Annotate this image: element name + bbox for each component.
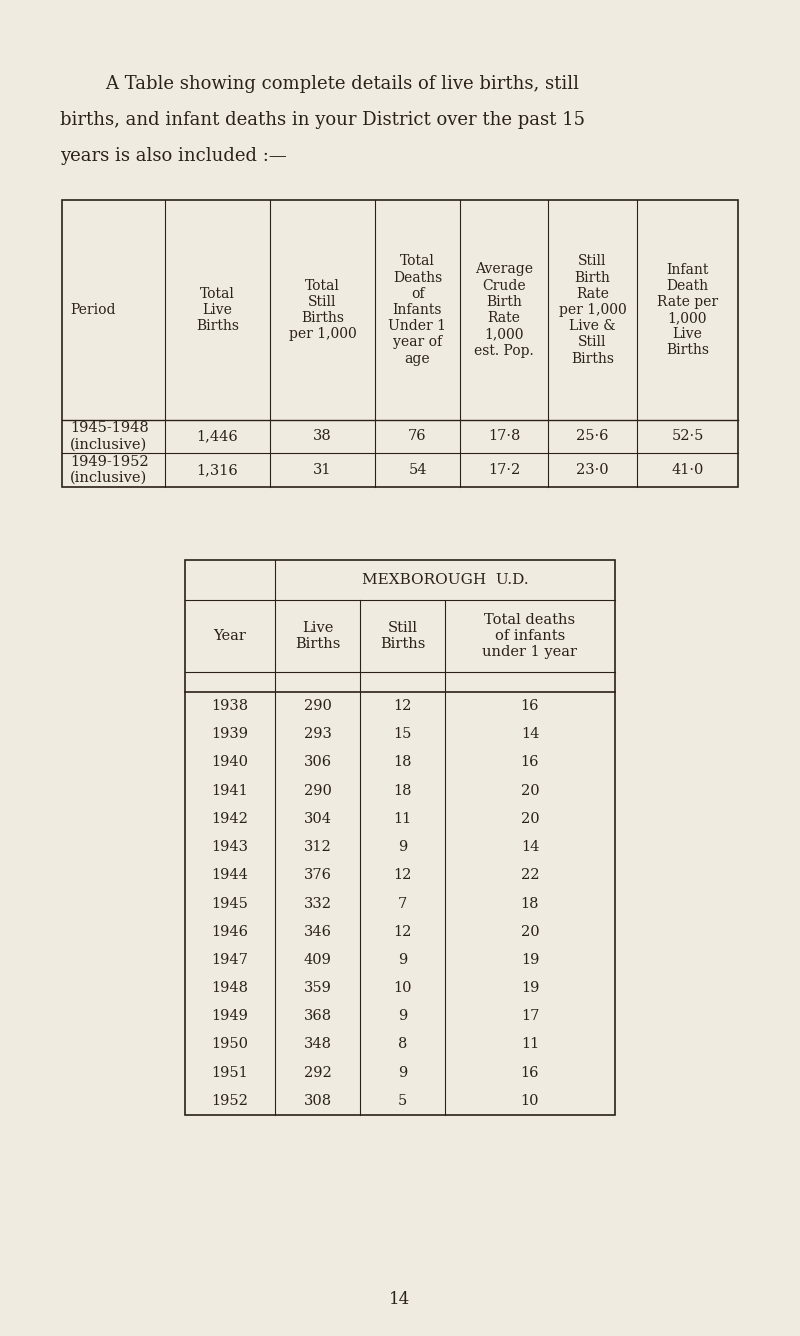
Text: 41·0: 41·0 <box>671 464 704 477</box>
Text: 348: 348 <box>303 1038 331 1051</box>
Text: 308: 308 <box>303 1094 331 1108</box>
Text: Total
Still
Births
per 1,000: Total Still Births per 1,000 <box>289 279 356 341</box>
Text: 5: 5 <box>398 1094 407 1108</box>
Text: Infant
Death
Rate per
1,000
Live
Births: Infant Death Rate per 1,000 Live Births <box>657 262 718 358</box>
Text: 9: 9 <box>398 953 407 967</box>
Text: 19: 19 <box>521 981 539 995</box>
Text: 16: 16 <box>521 1066 539 1079</box>
Text: 17: 17 <box>521 1009 539 1023</box>
Bar <box>185 560 615 1116</box>
Text: A Table showing complete details of live births, still: A Table showing complete details of live… <box>60 75 579 94</box>
Text: 1951: 1951 <box>212 1066 248 1079</box>
Text: 9: 9 <box>398 1009 407 1023</box>
Text: 304: 304 <box>303 812 331 826</box>
Text: 1939: 1939 <box>211 727 249 741</box>
Text: 16: 16 <box>521 755 539 770</box>
Text: 1940: 1940 <box>211 755 249 770</box>
Text: 12: 12 <box>394 699 412 713</box>
Text: 290: 290 <box>303 784 331 798</box>
Text: 292: 292 <box>304 1066 331 1079</box>
Text: 18: 18 <box>521 896 539 911</box>
Text: 9: 9 <box>398 840 407 854</box>
Text: Still
Births: Still Births <box>380 621 425 651</box>
Text: Period: Period <box>70 303 115 317</box>
Text: 19: 19 <box>521 953 539 967</box>
Text: 20: 20 <box>521 784 539 798</box>
Text: 293: 293 <box>303 727 331 741</box>
Text: 9: 9 <box>398 1066 407 1079</box>
Text: 1941: 1941 <box>212 784 248 798</box>
Text: 11: 11 <box>394 812 412 826</box>
Text: 1945: 1945 <box>211 896 249 911</box>
Text: 20: 20 <box>521 812 539 826</box>
Text: 312: 312 <box>304 840 331 854</box>
Text: 17·8: 17·8 <box>488 429 520 444</box>
Text: 1,446: 1,446 <box>197 429 238 444</box>
Text: 368: 368 <box>303 1009 331 1023</box>
Text: 359: 359 <box>303 981 331 995</box>
Text: Total
Live
Births: Total Live Births <box>196 287 239 333</box>
Text: Still
Birth
Rate
per 1,000
Live &
Still
Births: Still Birth Rate per 1,000 Live & Still … <box>558 254 626 366</box>
Text: 14: 14 <box>521 840 539 854</box>
Text: 10: 10 <box>394 981 412 995</box>
Text: 15: 15 <box>394 727 412 741</box>
Text: MEXBOROUGH  U.D.: MEXBOROUGH U.D. <box>362 573 528 587</box>
Text: 76: 76 <box>408 429 427 444</box>
Text: 1947: 1947 <box>211 953 249 967</box>
Text: 52·5: 52·5 <box>671 429 704 444</box>
Text: 376: 376 <box>303 868 331 882</box>
Text: Average
Crude
Birth
Rate
1,000
est. Pop.: Average Crude Birth Rate 1,000 est. Pop. <box>474 262 534 358</box>
Text: 14: 14 <box>521 727 539 741</box>
Text: 346: 346 <box>303 925 331 939</box>
Text: 10: 10 <box>521 1094 539 1108</box>
Text: 18: 18 <box>394 784 412 798</box>
Text: 8: 8 <box>398 1038 407 1051</box>
Text: 18: 18 <box>394 755 412 770</box>
Text: 1952: 1952 <box>211 1094 249 1108</box>
Text: 306: 306 <box>303 755 331 770</box>
Text: Year: Year <box>214 629 246 643</box>
Text: 12: 12 <box>394 925 412 939</box>
Text: 22: 22 <box>521 868 539 882</box>
Text: Total deaths
of infants
under 1 year: Total deaths of infants under 1 year <box>482 613 578 659</box>
Text: 290: 290 <box>303 699 331 713</box>
Text: 20: 20 <box>521 925 539 939</box>
Text: 1949: 1949 <box>211 1009 249 1023</box>
Text: 1944: 1944 <box>211 868 249 882</box>
Text: 23·0: 23·0 <box>576 464 609 477</box>
Text: 14: 14 <box>390 1292 410 1308</box>
Text: 1948: 1948 <box>211 981 249 995</box>
Text: 1946: 1946 <box>211 925 249 939</box>
Text: 1,316: 1,316 <box>197 464 238 477</box>
Text: 1938: 1938 <box>211 699 249 713</box>
Text: 1949-1952
(inclusive): 1949-1952 (inclusive) <box>70 454 149 485</box>
Text: Live
Births: Live Births <box>295 621 340 651</box>
Text: Total
Deaths
of
Infants
Under 1
year of
age: Total Deaths of Infants Under 1 year of … <box>389 254 446 366</box>
Text: 54: 54 <box>408 464 426 477</box>
Text: 1943: 1943 <box>211 840 249 854</box>
Text: 17·2: 17·2 <box>488 464 520 477</box>
Text: 25·6: 25·6 <box>576 429 609 444</box>
Text: 38: 38 <box>313 429 332 444</box>
Text: 31: 31 <box>314 464 332 477</box>
Text: years is also included :—: years is also included :— <box>60 147 286 166</box>
Text: 1942: 1942 <box>211 812 249 826</box>
Text: births, and infant deaths in your District over the past 15: births, and infant deaths in your Distri… <box>60 111 585 130</box>
Text: 7: 7 <box>398 896 407 911</box>
Text: 1950: 1950 <box>211 1038 249 1051</box>
Text: 12: 12 <box>394 868 412 882</box>
Text: 16: 16 <box>521 699 539 713</box>
Text: 11: 11 <box>521 1038 539 1051</box>
Text: 1945-1948
(inclusive): 1945-1948 (inclusive) <box>70 421 149 452</box>
Text: 409: 409 <box>303 953 331 967</box>
Text: 332: 332 <box>303 896 331 911</box>
Bar <box>62 200 738 488</box>
